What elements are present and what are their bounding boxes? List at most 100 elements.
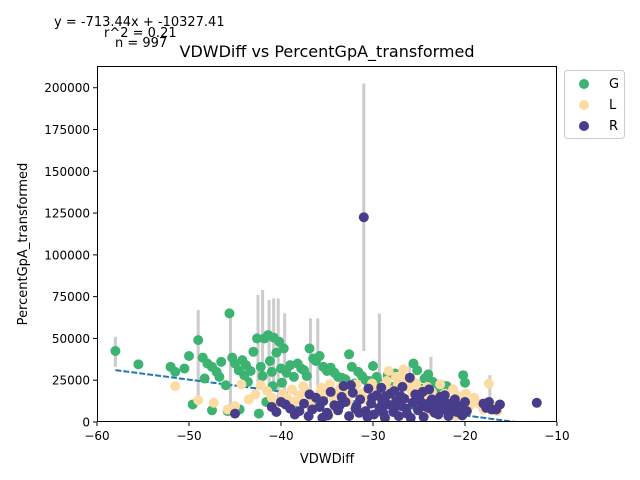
data-point: [301, 371, 312, 382]
data-point: [193, 335, 204, 346]
legend: G L R: [564, 70, 625, 139]
data-point: [255, 361, 266, 372]
data-point: [252, 333, 263, 344]
data-point: [230, 408, 240, 419]
data-point: [216, 356, 227, 367]
data-point: [347, 387, 358, 398]
data-point: [363, 383, 374, 394]
data-point: [170, 381, 181, 392]
legend-marker-l: [579, 100, 589, 110]
data-point: [207, 405, 217, 416]
data-point: [325, 386, 336, 397]
data-point: [380, 391, 391, 402]
data-point: [494, 399, 505, 410]
x-tick-label: −20: [452, 429, 477, 443]
data-point: [449, 394, 460, 405]
data-point: [214, 371, 225, 382]
data-point: [531, 397, 542, 408]
y-tick-label: 150000: [44, 165, 90, 179]
data-point: [345, 380, 356, 391]
data-point: [338, 381, 349, 392]
data-point: [362, 411, 373, 422]
legend-marker-r: [579, 121, 589, 131]
data-point: [278, 343, 289, 354]
data-point: [460, 377, 470, 388]
data-point: [230, 401, 240, 412]
legend-box: [564, 70, 625, 139]
y-axis-ticks: 0 25000 50000 75000 100000 125000 150000 175000…: [44, 81, 97, 430]
data-point: [391, 401, 402, 412]
data-point: [405, 412, 416, 422]
data-point: [271, 406, 282, 417]
data-point: [423, 369, 434, 380]
data-point: [266, 366, 277, 377]
data-point: [393, 411, 404, 422]
data-point: [483, 396, 494, 407]
data-point: [368, 361, 378, 372]
equation-annotation: y = -713.44x + -10327.41: [54, 15, 225, 30]
data-point: [358, 212, 369, 223]
chart-title: VDWDiff vs PercentGpA_transformed: [180, 42, 475, 62]
x-tick-label: −50: [176, 429, 201, 443]
data-point: [460, 396, 470, 407]
y-axis-label: PercentGpA_transformed: [16, 163, 31, 326]
y-tick-label: 175000: [44, 123, 90, 137]
data-point: [245, 366, 256, 377]
legend-label-r: R: [609, 119, 618, 134]
x-axis-ticks: −60 −50 −40 −30 −20 −10: [84, 422, 570, 443]
data-point: [304, 389, 315, 400]
data-point: [220, 380, 231, 391]
data-point: [418, 411, 429, 422]
y-tick-label: 25000: [52, 374, 90, 388]
y-tick-label: 0: [82, 416, 90, 430]
data-point: [423, 398, 434, 409]
plot-frame: [97, 66, 557, 422]
data-point: [413, 405, 424, 416]
x-tick-label: −60: [84, 429, 109, 443]
data-point: [443, 411, 454, 422]
data-point: [193, 395, 204, 406]
x-axis-label: VDWDiff: [300, 452, 355, 467]
data-point: [397, 381, 408, 392]
data-point: [199, 373, 210, 384]
data-point: [224, 308, 235, 319]
legend-marker-g: [579, 79, 589, 89]
data-point: [250, 389, 261, 400]
data-point: [401, 403, 412, 414]
data-point: [255, 380, 266, 391]
series-r: [230, 212, 542, 422]
data-point: [398, 364, 409, 375]
data-point: [257, 371, 268, 382]
data-point: [304, 343, 315, 354]
data-point: [458, 370, 469, 381]
data-point: [294, 406, 305, 417]
data-point: [281, 367, 292, 378]
x-tick-label: −30: [360, 429, 385, 443]
y-tick-label: 75000: [52, 290, 90, 304]
data-point: [376, 382, 387, 393]
data-point: [382, 399, 393, 410]
x-tick-label: −10: [544, 429, 569, 443]
data-point: [378, 407, 389, 418]
data-point: [253, 408, 264, 419]
data-point: [412, 365, 423, 376]
data-point: [355, 394, 366, 405]
data-point: [287, 384, 298, 395]
legend-label-l: L: [609, 98, 617, 113]
data-point: [184, 350, 194, 361]
data-point: [110, 345, 121, 356]
r-squared-annotation: r^2 = 0.21: [104, 26, 177, 41]
data-point: [294, 390, 305, 401]
data-point: [435, 379, 446, 390]
data-point: [299, 398, 309, 409]
data-point: [170, 366, 181, 377]
data-point: [367, 392, 378, 403]
y-tick-label: 125000: [44, 207, 90, 221]
data-point: [248, 346, 259, 357]
y-tick-label: 200000: [44, 81, 90, 95]
data-point: [334, 400, 345, 411]
data-point: [383, 366, 394, 377]
data-point: [483, 378, 494, 389]
data-point: [264, 355, 275, 366]
